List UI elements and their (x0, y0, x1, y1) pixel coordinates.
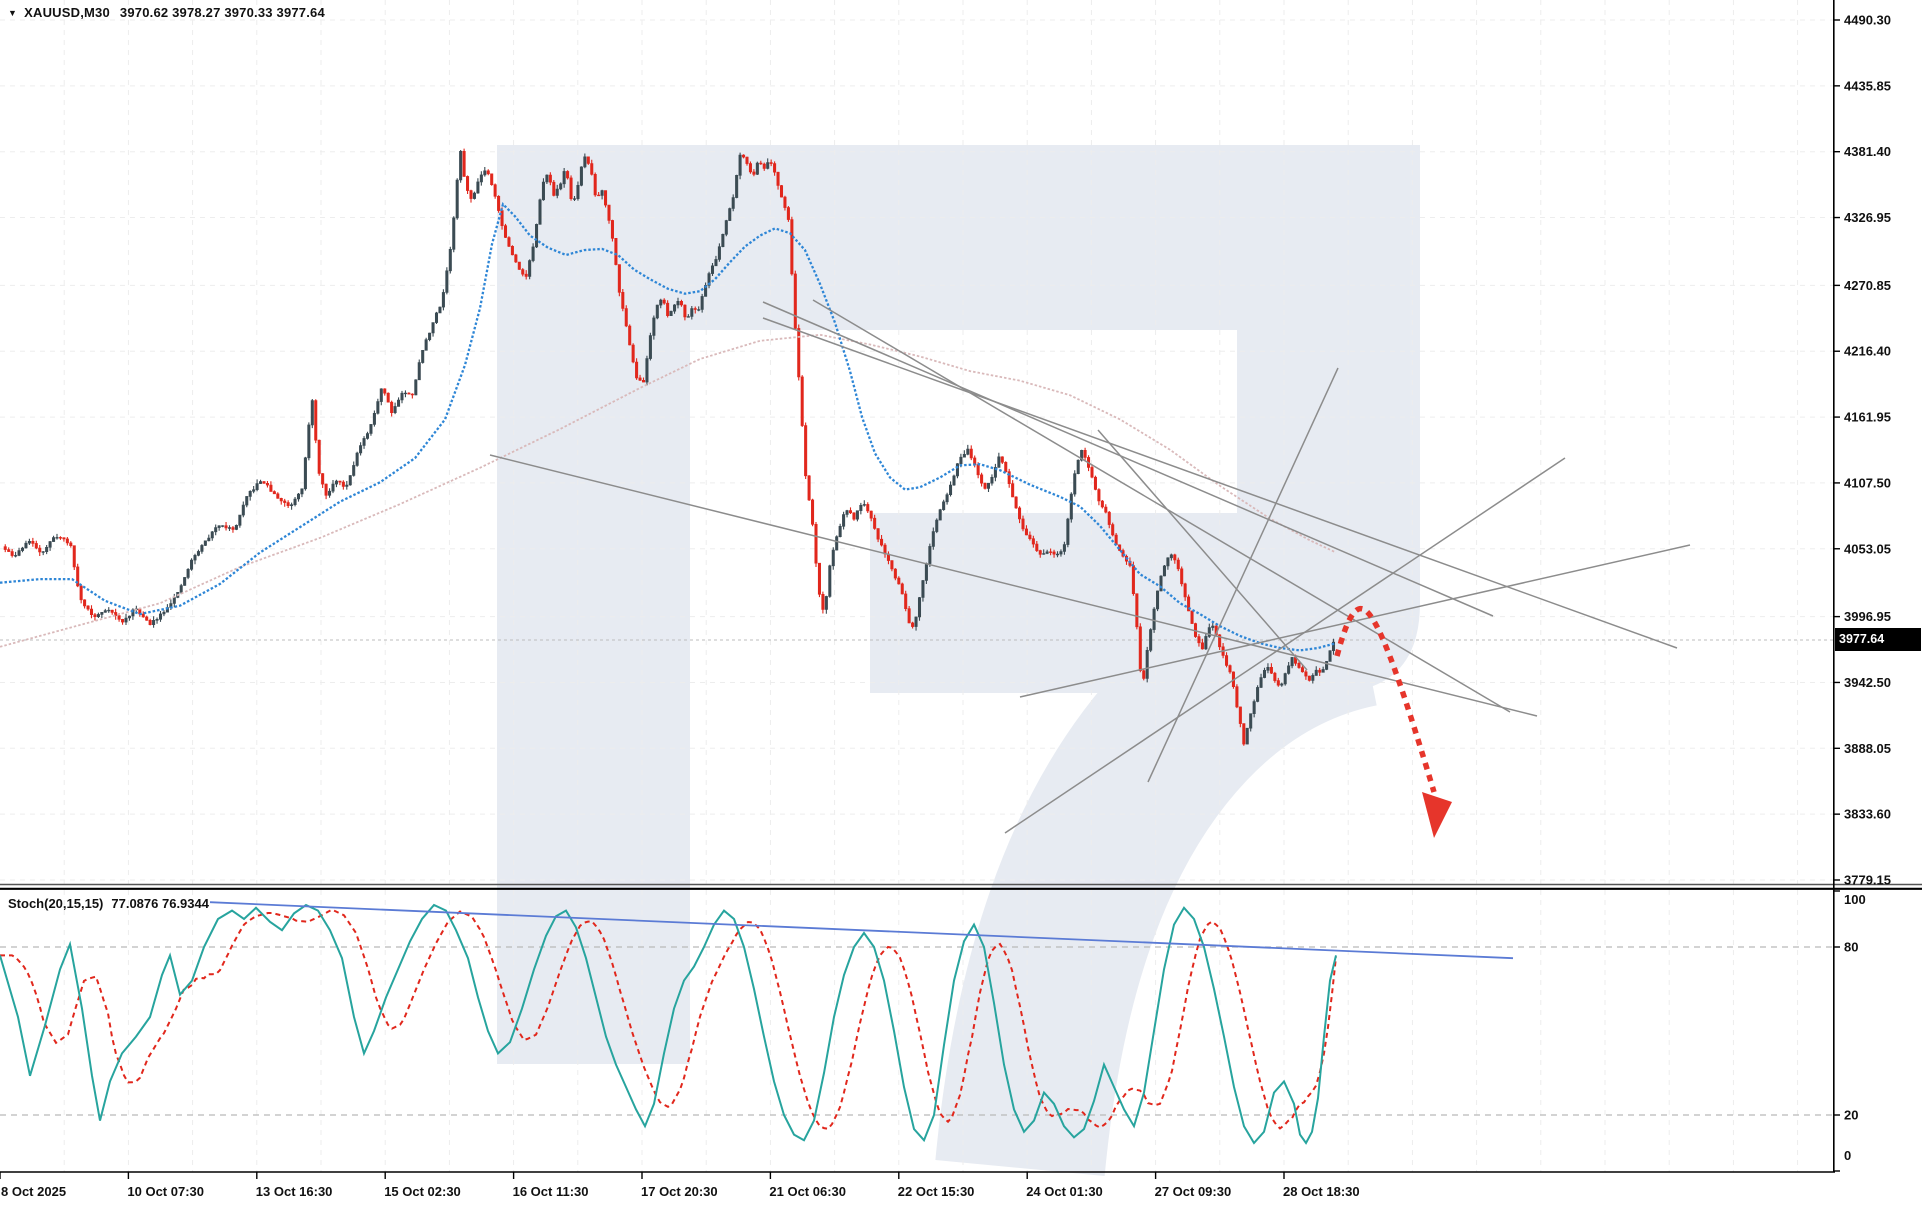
time-axis-label: 22 Oct 15:30 (898, 1184, 975, 1199)
price-axis-label: 4435.85 (1844, 78, 1891, 93)
stoch-axis-label: 20 (1844, 1108, 1858, 1123)
forecast-arrow-head (1422, 792, 1452, 838)
price-axis-label: 4381.40 (1844, 144, 1891, 159)
candles-bull-bodies (14, 151, 1336, 745)
symbol-name: XAUUSD,M30 (24, 5, 110, 20)
trendline (762, 301, 1494, 617)
stoch-trendline (209, 901, 1514, 960)
time-axis-label: 28 Oct 18:30 (1283, 1184, 1360, 1199)
price-axis-label: 4490.30 (1844, 13, 1891, 28)
trendline (489, 454, 1538, 717)
time-axis-label: 13 Oct 16:30 (256, 1184, 333, 1199)
forecast-arrow (1334, 606, 1437, 793)
trendline (1147, 367, 1339, 783)
trendline (812, 299, 1511, 713)
time-axis-label: 27 Oct 09:30 (1155, 1184, 1232, 1199)
indicator-label: Stoch(20,15,15) 77.0876 76.9344 (8, 896, 209, 911)
time-axis-label: 15 Oct 02:30 (384, 1184, 461, 1199)
trendline (1097, 429, 1308, 671)
symbol-ohlc-label: ▼ XAUUSD,M30 3970.62 3978.27 3970.33 3977.… (8, 5, 325, 20)
time-axis-label: 21 Oct 06:30 (769, 1184, 846, 1199)
time-axis-label: 24 Oct 01:30 (1026, 1184, 1103, 1199)
price-axis-label: 3888.05 (1844, 741, 1891, 756)
price-axis-label: 3833.60 (1844, 807, 1891, 822)
price-axis-label: 4161.95 (1844, 410, 1891, 425)
symbol-dropdown-icon: ▼ (8, 8, 18, 18)
price-axis-label: 3942.50 (1844, 675, 1891, 690)
ma-slow-line (0, 333, 1337, 648)
stoch-axis-label: 80 (1844, 940, 1858, 955)
time-axis-label: 10 Oct 07:30 (127, 1184, 204, 1199)
stoch-d-line (0, 908, 1337, 1130)
trendline (762, 317, 1678, 649)
time-axis-label: 16 Oct 11:30 (513, 1184, 589, 1199)
ohlc-values: 3970.62 3978.27 3970.33 3977.64 (119, 5, 325, 20)
watermark-logo (497, 145, 690, 1064)
price-axis-label: 4326.95 (1844, 210, 1891, 225)
stoch-k-line (0, 903, 1337, 1145)
watermark-logo (935, 538, 1379, 1177)
indicator-values: 77.0876 76.9344 (111, 896, 209, 911)
indicator-name: Stoch(20,15,15) (8, 896, 104, 911)
price-axis-label: 3996.95 (1844, 609, 1891, 624)
price-axis-label: 4216.40 (1844, 344, 1891, 359)
trendline (1019, 544, 1691, 698)
time-axis-label: 8 Oct 2025 (1, 1184, 66, 1199)
price-axis-label: 3779.15 (1844, 872, 1891, 887)
price-axis-label: 4270.85 (1844, 278, 1891, 293)
time-axis-label: 17 Oct 20:30 (641, 1184, 718, 1199)
candles-bear-bodies (3, 151, 1322, 745)
ma-fast-line (0, 201, 1337, 652)
current-price-badge: 3977.64 (1835, 628, 1921, 651)
price-axis-label: 4107.50 (1844, 475, 1891, 490)
price-axis-label: 4053.05 (1844, 541, 1891, 556)
stoch-axis-label: 0 (1844, 1148, 1851, 1163)
stoch-axis-label: 100 (1844, 892, 1866, 907)
